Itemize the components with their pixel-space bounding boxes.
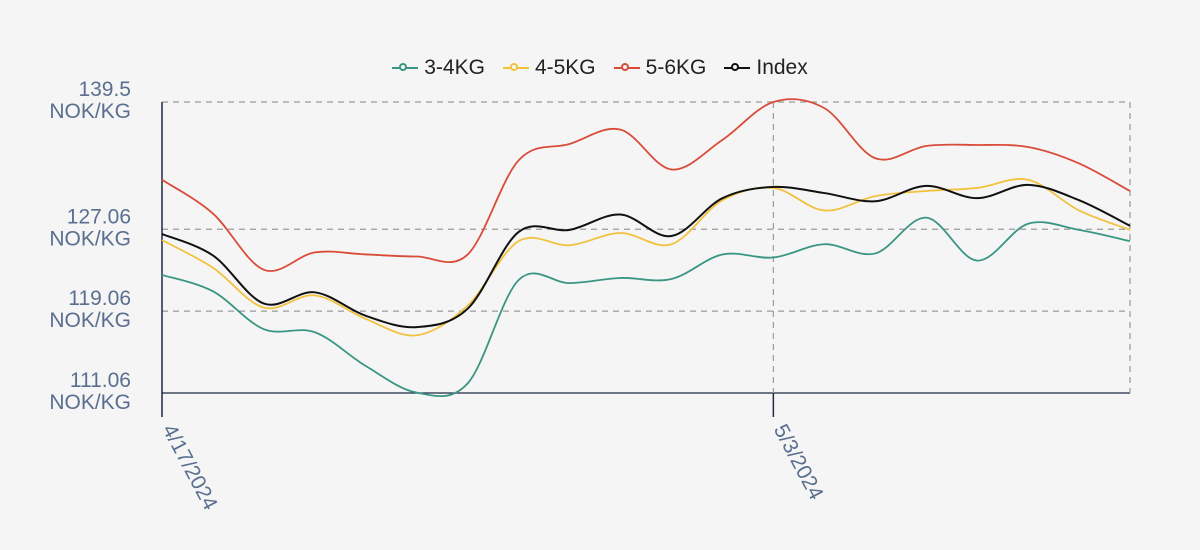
- data-point-5-6kg: [1077, 161, 1082, 166]
- data-point-3-4kg: [465, 381, 470, 386]
- data-point-5-6kg: [160, 177, 165, 182]
- x-tick-label: 4/17/2024: [158, 421, 222, 515]
- data-point-index: [414, 325, 419, 330]
- legend-item-4-5kg[interactable]: 4-5KG: [502, 56, 596, 80]
- data-point-5-6kg: [669, 167, 674, 172]
- legend-label: 5-6KG: [645, 56, 707, 79]
- data-point-4-5kg: [160, 238, 165, 243]
- data-point-5-6kg: [924, 143, 929, 148]
- x-tick-label: 5/3/2024: [769, 421, 828, 504]
- data-point-5-6kg: [1026, 145, 1031, 150]
- data-point-4-5kg: [975, 185, 980, 190]
- data-point-5-6kg: [822, 106, 827, 111]
- data-point-4-5kg: [822, 208, 827, 213]
- data-point-5-6kg: [363, 252, 368, 257]
- data-point-5-6kg: [1128, 189, 1133, 194]
- data-point-4-5kg: [567, 243, 572, 248]
- legend-item-5-6kg[interactable]: 5-6KG: [613, 56, 707, 80]
- data-point-5-6kg: [975, 142, 980, 147]
- data-point-index: [312, 290, 317, 295]
- data-point-4-5kg: [618, 230, 623, 235]
- data-point-5-6kg: [771, 100, 776, 105]
- data-point-index: [567, 227, 572, 232]
- chart-legend: 3-4KG 4-5KG 5-6KG Index: [0, 56, 1200, 80]
- data-point-3-4kg: [1026, 221, 1031, 226]
- data-point-4-5kg: [924, 189, 929, 194]
- data-point-index: [924, 183, 929, 188]
- legend-swatch-icon: [613, 62, 640, 74]
- data-point-index: [465, 306, 470, 311]
- data-point-5-6kg: [261, 267, 266, 272]
- data-point-4-5kg: [210, 265, 215, 270]
- data-point-3-4kg: [160, 272, 165, 277]
- series-line-4-5kg: [161, 178, 1131, 337]
- data-point-3-4kg: [975, 258, 980, 263]
- data-point-3-4kg: [618, 275, 623, 280]
- data-point-3-4kg: [669, 277, 674, 282]
- y-tick-label: 111.06 NOK/KG: [49, 369, 131, 414]
- data-point-4-5kg: [414, 333, 419, 338]
- data-point-5-6kg: [618, 127, 623, 132]
- data-point-5-6kg: [567, 141, 572, 146]
- data-point-3-4kg: [720, 252, 725, 257]
- data-point-index: [822, 191, 827, 196]
- legend-item-3-4kg[interactable]: 3-4KG: [392, 56, 485, 80]
- data-point-index: [720, 196, 725, 201]
- legend-item-index[interactable]: Index: [724, 56, 808, 80]
- legend-swatch-icon: [724, 62, 751, 74]
- data-point-5-6kg: [312, 250, 317, 255]
- data-point-4-5kg: [669, 242, 674, 247]
- data-point-3-4kg: [261, 327, 266, 332]
- data-point-3-4kg: [822, 242, 827, 247]
- data-point-5-6kg: [873, 156, 878, 161]
- data-point-5-6kg: [210, 211, 215, 216]
- data-point-index: [975, 196, 980, 201]
- legend-swatch-icon: [502, 62, 529, 74]
- data-point-index: [210, 253, 215, 258]
- data-point-3-4kg: [771, 255, 776, 260]
- data-point-3-4kg: [567, 281, 572, 286]
- data-point-4-5kg: [1026, 177, 1031, 182]
- data-point-3-4kg: [1077, 227, 1082, 232]
- data-point-3-4kg: [516, 278, 521, 283]
- data-point-index: [363, 313, 368, 318]
- data-point-5-6kg: [516, 158, 521, 163]
- data-point-index: [160, 231, 165, 236]
- data-point-5-6kg: [465, 252, 470, 257]
- data-point-index: [1128, 223, 1133, 228]
- data-point-index: [669, 234, 674, 239]
- data-point-3-4kg: [312, 330, 317, 335]
- data-point-index: [1026, 182, 1031, 187]
- series-line-index: [161, 183, 1131, 329]
- legend-label: Index: [756, 56, 808, 79]
- data-point-3-4kg: [210, 289, 215, 294]
- data-point-3-4kg: [414, 390, 419, 395]
- legend-label: 3-4KG: [424, 56, 485, 79]
- data-point-3-4kg: [873, 251, 878, 256]
- data-point-3-4kg: [363, 363, 368, 368]
- legend-swatch-icon: [392, 62, 419, 74]
- data-point-4-5kg: [873, 194, 878, 199]
- data-point-index: [618, 212, 623, 217]
- data-point-4-5kg: [516, 239, 521, 244]
- data-point-5-6kg: [414, 254, 419, 259]
- y-tick-label: 119.06 NOK/KG: [49, 287, 131, 332]
- data-point-index: [516, 229, 521, 234]
- data-point-index: [873, 199, 878, 204]
- series-line-3-4kg: [161, 216, 1131, 398]
- series-line-5-6kg: [161, 98, 1131, 272]
- data-point-3-4kg: [924, 215, 929, 220]
- legend-label: 4-5KG: [534, 56, 596, 79]
- data-point-3-4kg: [1128, 239, 1133, 244]
- data-point-index: [261, 301, 266, 306]
- y-tick-label: 139.5 NOK/KG: [49, 78, 131, 123]
- y-tick-label: 127.06 NOK/KG: [49, 205, 131, 250]
- data-point-4-5kg: [1077, 208, 1082, 213]
- data-point-5-6kg: [720, 137, 725, 142]
- data-point-index: [1077, 198, 1082, 203]
- data-point-index: [771, 184, 776, 189]
